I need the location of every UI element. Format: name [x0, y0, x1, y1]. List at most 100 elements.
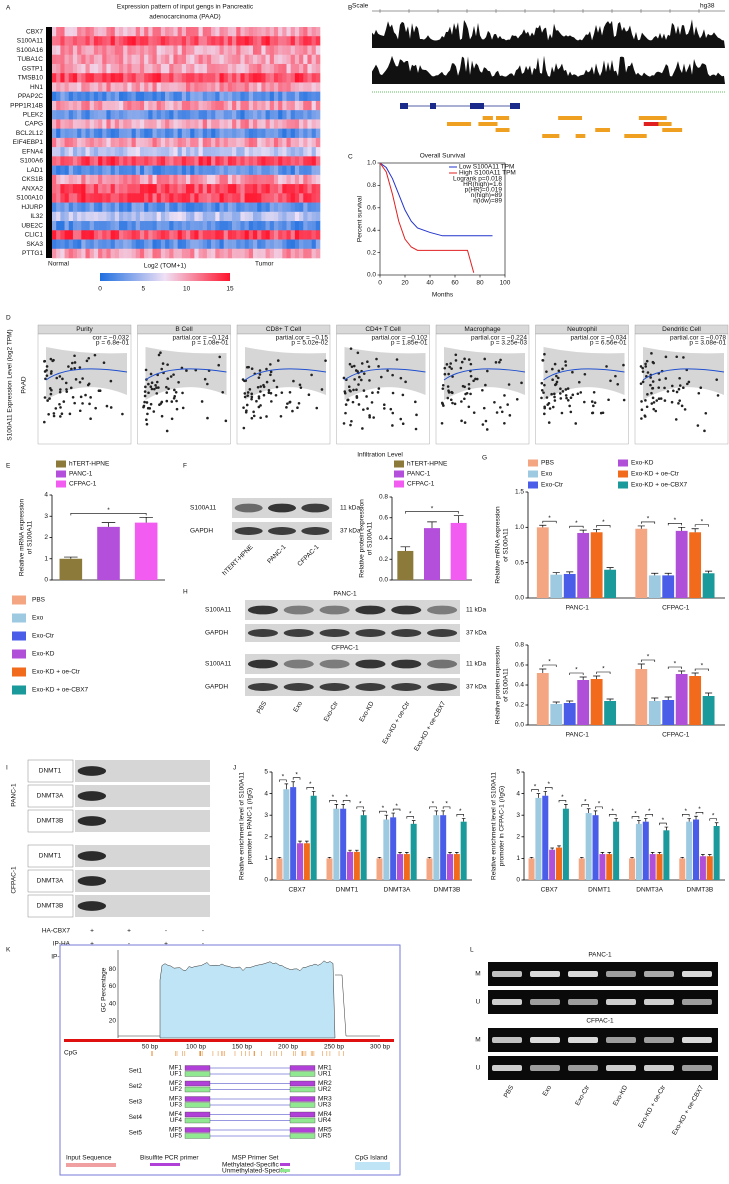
scatter-dot [279, 414, 283, 418]
heatmap-title: adenocarcinoma (PAAD) [149, 14, 220, 21]
y-axis-label: Relative enrichment level of S100A11 [491, 772, 498, 880]
primer-label: UR4 [318, 1117, 331, 1124]
heatmap-cell [52, 147, 57, 157]
heatmap-cell [257, 73, 262, 83]
heatmap-cell [257, 174, 262, 185]
scatter-dot [242, 426, 246, 430]
scatter-dot [344, 403, 348, 406]
heatmap-cell [72, 248, 78, 259]
heatmap-cell [152, 128, 157, 139]
scatter-dot [349, 423, 352, 427]
heatmap-cell [56, 248, 61, 259]
row-label: DNMT3B [37, 818, 64, 825]
scatter-dot [678, 376, 681, 380]
heatmap-cell [194, 202, 199, 213]
heatmap-cell [56, 202, 61, 213]
heatmap-cell [253, 211, 258, 222]
heatmap-cell [227, 63, 233, 74]
heatmap-cell [123, 248, 128, 259]
heatmap-cell [64, 119, 70, 129]
heatmap-cell [299, 193, 304, 203]
heatmap-cell [278, 221, 283, 231]
heatmap-cell [89, 184, 95, 194]
heatmap-cell [131, 193, 137, 203]
heatmap-cell [186, 184, 191, 194]
row-label: DNMT3A [37, 878, 64, 885]
heatmap-cell [215, 27, 220, 37]
heatmap-cell [177, 119, 183, 129]
heatmap-cell [261, 184, 266, 194]
heatmap-cell [165, 45, 170, 56]
scatter-dot [553, 395, 556, 399]
heatmap-cell [315, 156, 321, 166]
scatter-dot [590, 400, 594, 403]
error-bar [664, 696, 672, 700]
gel-band [492, 1037, 522, 1043]
heatmap-cell [60, 174, 65, 185]
heatmap-cell [139, 147, 145, 157]
heatmap-cell [181, 54, 187, 65]
heatmap-cell [152, 63, 157, 74]
scatter-dot [622, 363, 625, 367]
heatmap-cell [131, 27, 137, 37]
error-bar [586, 808, 591, 814]
heatmap-cell [206, 73, 212, 83]
heatmap-cell [56, 128, 61, 139]
legend-label: Exo-KD + oe-CBX7 [32, 687, 89, 694]
scatter-dot [348, 362, 352, 366]
blot-membrane [75, 895, 210, 917]
heatmap-cell [253, 119, 258, 129]
heatmap-cell [240, 36, 245, 46]
heatmap-cell [223, 63, 229, 74]
heatmap-cell [114, 202, 120, 213]
heatmap-cell [139, 45, 145, 56]
heatmap-cell [156, 174, 162, 185]
heatmap-cell [290, 137, 296, 148]
error-bar [691, 528, 699, 533]
heatmap-cell [89, 36, 95, 46]
heatmap-cell [131, 82, 137, 92]
scatter-dot [206, 416, 209, 420]
heatmap-cell [72, 193, 78, 203]
y-tick-label: 0.0 [367, 272, 376, 279]
bar [663, 830, 670, 880]
scatter-dot [571, 393, 575, 397]
row-box [27, 844, 74, 868]
heatmap-cell [131, 230, 137, 240]
heatmap-cell [72, 27, 78, 37]
heatmap-cell [265, 202, 271, 213]
heatmap-cell [64, 137, 70, 148]
cell-label: PANC-1 [333, 591, 357, 598]
heatmap-cell [236, 119, 241, 129]
heatmap-cell [106, 230, 111, 240]
scatter-dot [166, 377, 170, 380]
heatmap-cell [273, 36, 279, 46]
heatmap-cell [156, 193, 162, 203]
heatmap-cell [198, 73, 204, 83]
scatter-dot [358, 375, 361, 379]
heatmap-cell [173, 27, 178, 37]
heatmap-cell [219, 221, 224, 231]
error-bar [64, 556, 78, 559]
heatmap-cell [211, 202, 216, 213]
heatmap-cell [169, 202, 174, 213]
heatmap-cell [72, 174, 78, 185]
significance-label: * [107, 507, 110, 514]
scatter-dot [675, 355, 679, 359]
heatmap-cell [131, 36, 137, 46]
scatter-dot [682, 386, 685, 390]
heatmap-cell [160, 147, 166, 157]
heatmap-cell [52, 110, 57, 120]
error-bar [705, 692, 713, 696]
scatter-dot [506, 403, 509, 406]
bar [340, 808, 347, 880]
scatter-dot [414, 427, 418, 431]
heatmap-cell [102, 174, 107, 185]
y-tick-label: 1 [44, 555, 48, 562]
scatter-dot [643, 414, 647, 417]
heatmap-cell [232, 211, 237, 222]
bar [629, 858, 636, 880]
heatmap-cell [144, 202, 149, 213]
heatmap-cell [93, 184, 99, 194]
heatmap-cell [68, 54, 74, 65]
